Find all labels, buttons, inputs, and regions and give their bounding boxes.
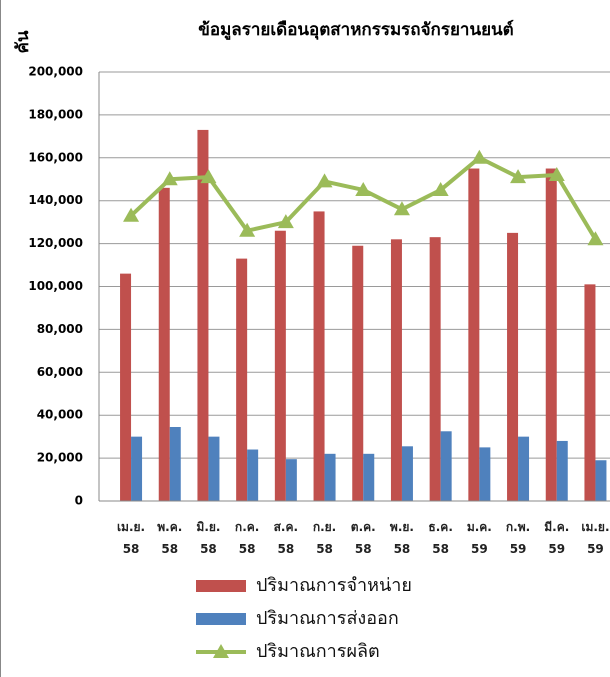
y-tick-label: 60,000 [37,365,83,379]
bar [595,460,607,501]
bar [285,459,297,501]
x-tick-label: พ.ค. 58 [157,520,183,556]
bar [429,237,441,502]
bar [556,440,568,501]
bar [363,453,375,501]
legend-label: ปริมาณการผลิต [256,641,380,662]
legend-marker [213,644,229,658]
y-tick-label: 200,000 [28,65,83,79]
x-tick-label: ก.พ. 59 [505,520,531,556]
bar [169,426,181,501]
line-marker [548,166,565,181]
x-tick-label: เม.ย. 58 [116,520,146,556]
legend-label: ปริมาณการจำหน่าย [256,575,412,596]
y-tick-label: 100,000 [28,279,83,293]
line-marker [510,169,527,184]
bar [236,258,248,501]
line-marker [432,181,449,196]
x-tick-label: มิ.ย. 58 [196,520,221,556]
y-tick-label: 180,000 [28,107,83,121]
bar [120,273,132,501]
x-tick-label: พ.ย. 58 [389,520,414,556]
bar [313,211,325,502]
line-marker [355,181,372,196]
bar [401,446,413,501]
bar [197,129,209,502]
line-marker [161,171,178,186]
line-marker [123,207,140,222]
line-marker [471,149,488,164]
y-tick-label: 40,000 [37,408,83,422]
x-tick-label: ก.ย. 58 [312,520,337,556]
x-tick-label: ม.ค. 59 [466,520,492,556]
line-marker [587,231,604,246]
bar [208,436,220,501]
y-tick-label: 140,000 [28,193,83,207]
bar [468,168,480,501]
legend-label: ปริมาณการส่งออก [256,608,399,629]
x-tick-label: ส.ค. 58 [273,520,299,556]
bar [352,245,364,501]
bar [247,449,259,501]
bar [440,431,452,501]
line-marker [200,169,217,184]
bar [390,239,402,501]
bar [545,168,557,501]
x-tick-label: มี.ค. 59 [544,520,570,556]
bar [274,230,286,502]
y-tick-label: 160,000 [28,150,83,164]
x-tick-label: ต.ค. 58 [350,520,376,556]
bar [324,453,336,501]
y-tick-label: 120,000 [28,236,83,250]
y-tick-label: 80,000 [37,322,83,336]
bar [158,187,170,501]
bar [479,447,491,501]
x-tick-label: ก.ค. 58 [234,520,260,556]
bar [507,232,519,501]
line-marker [239,222,256,237]
legend-swatch [196,613,246,625]
legend-swatch [196,580,246,592]
line-marker [277,214,294,229]
chart-title: ข้อมูลรายเดือนอุตสาหกรรมรถจักรยานยนต์ [198,19,513,41]
y-tick-label: 20,000 [37,451,83,465]
bar [584,284,596,501]
x-tick-label: เม.ย. 59 [581,520,610,556]
y-tick-label: 0 [75,494,83,508]
bar [518,436,530,501]
y-axis-label: คัน [13,30,33,53]
bar [131,436,143,501]
line-marker [316,173,333,188]
line-marker [393,201,410,216]
x-tick-label: ธ.ค. 58 [428,520,453,556]
